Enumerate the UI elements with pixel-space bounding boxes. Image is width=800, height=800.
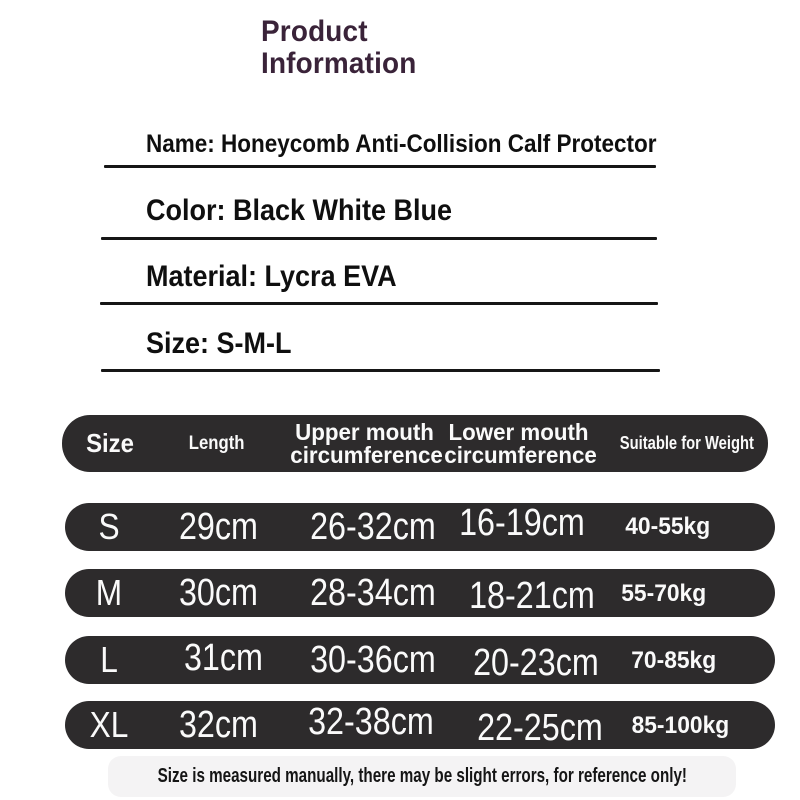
cell-lower-mouth: 20-23cm bbox=[473, 641, 599, 684]
cell-length: 29cm bbox=[179, 505, 258, 548]
cell-upper-mouth: 30-36cm bbox=[309, 638, 436, 681]
divider bbox=[104, 165, 656, 168]
cell-size: XL bbox=[89, 704, 129, 745]
cell-length: 32cm bbox=[179, 703, 258, 746]
header-cell-upper-mouth: Upper mouth circumference bbox=[290, 419, 443, 468]
table-row-l: L 31cm 30-36cm 20-23cm 70-85kg bbox=[65, 636, 775, 684]
cell-upper-mouth: 32-38cm bbox=[307, 700, 434, 743]
cell-lower-mouth: 18-21cm bbox=[469, 574, 595, 617]
divider bbox=[101, 237, 657, 240]
page-title-line1: Product bbox=[261, 15, 368, 48]
table-row-m: M 30cm 28-34cm 18-21cm 55-70kg bbox=[65, 569, 775, 617]
table-row-xl: XL 32cm 32-38cm 22-25cm 85-100kg bbox=[65, 701, 775, 749]
cell-lower-mouth: 22-25cm bbox=[477, 706, 603, 749]
spec-size: Size: S-M-L bbox=[146, 327, 292, 360]
cell-size: L bbox=[100, 639, 118, 680]
cell-size: S bbox=[98, 506, 120, 547]
cell-weight: 55-70kg bbox=[621, 580, 707, 607]
cell-length: 31cm bbox=[184, 636, 263, 679]
cell-length: 30cm bbox=[179, 571, 258, 614]
spec-material: Material: Lycra EVA bbox=[146, 260, 397, 293]
cell-size: M bbox=[95, 572, 123, 613]
footnote: Size is measured manually, there may be … bbox=[108, 756, 736, 797]
size-table-header: Size Length Upper mouth circumference Lo… bbox=[62, 415, 768, 472]
cell-weight: 40-55kg bbox=[625, 513, 711, 540]
table-row-s: S 29cm 26-32cm 16-19cm 40-55kg bbox=[65, 501, 775, 551]
cell-lower-mouth: 16-19cm bbox=[459, 501, 585, 544]
cell-upper-mouth: 26-32cm bbox=[309, 505, 436, 548]
header-cell-size: Size bbox=[86, 428, 134, 458]
cell-upper-mouth: 28-34cm bbox=[309, 571, 436, 614]
header-cell-lower-mouth: Lower mouth circumference bbox=[443, 419, 597, 468]
cell-weight: 70-85kg bbox=[631, 647, 717, 674]
divider bbox=[100, 302, 658, 305]
page-title-line2: Information bbox=[261, 47, 417, 80]
header-cell-weight: Suitable for Weight bbox=[619, 433, 755, 453]
spec-color: Color: Black White Blue bbox=[146, 194, 453, 227]
divider bbox=[101, 369, 660, 372]
page-title: Product Information bbox=[261, 16, 428, 80]
cell-weight: 85-100kg bbox=[631, 712, 729, 739]
header-cell-length: Length bbox=[188, 432, 245, 454]
spec-name: Name: Honeycomb Anti-Collision Calf Prot… bbox=[146, 130, 657, 158]
